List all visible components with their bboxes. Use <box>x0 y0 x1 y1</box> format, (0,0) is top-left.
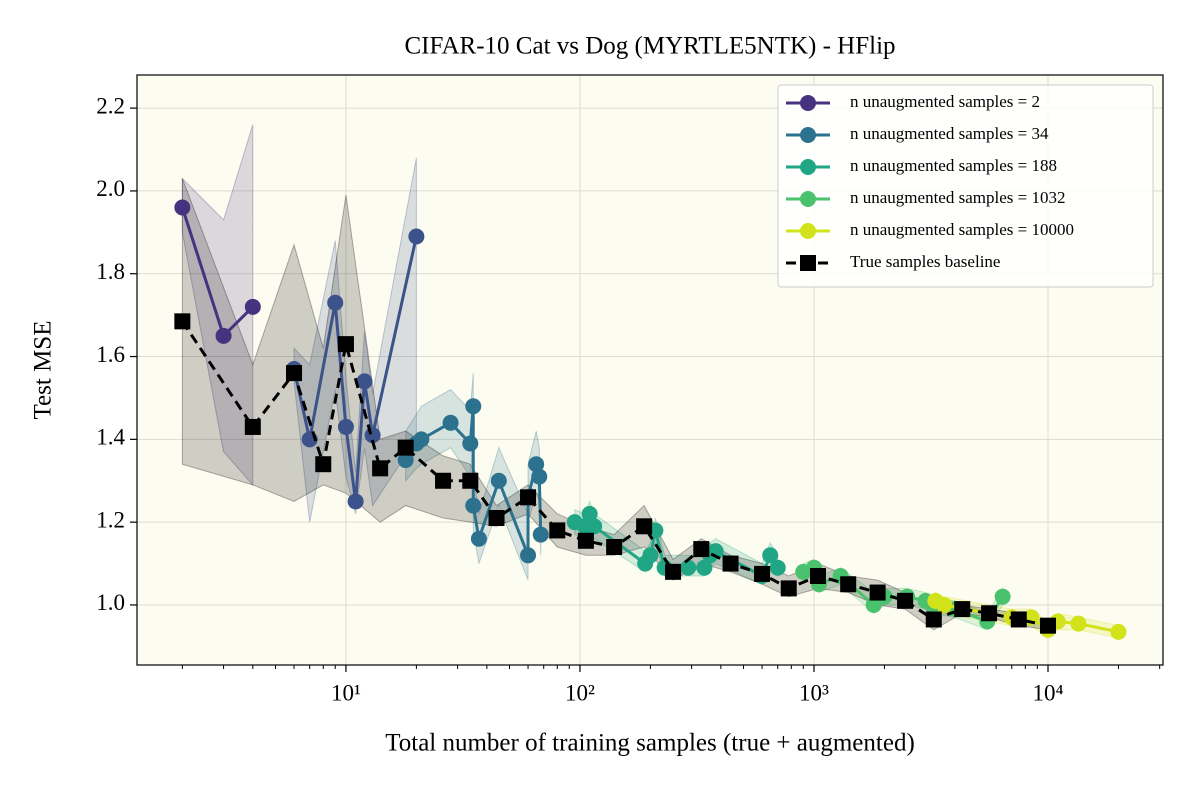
marker <box>680 559 697 576</box>
axes: 1.0 1.2 1.4 1.6 1.8 2.0 2.2 10¹ 10² 10³ 10⁴ <box>96 93 1161 705</box>
legend-label: n unaugmented samples = 10000 <box>850 220 1074 239</box>
marker <box>397 439 414 456</box>
legend-marker <box>800 95 816 111</box>
x-tick-label: 10³ <box>799 680 829 705</box>
marker <box>1040 617 1057 634</box>
marker <box>769 559 786 576</box>
marker <box>413 431 430 448</box>
legend-marker <box>800 223 816 239</box>
marker <box>642 547 659 564</box>
marker <box>215 327 232 344</box>
y-tick-label: 1.0 <box>96 590 125 615</box>
x-tick-label: 10¹ <box>331 680 361 705</box>
series-line <box>292 236 418 502</box>
marker <box>327 294 344 311</box>
marker <box>531 468 548 485</box>
legend-label: n unaugmented samples = 1032 <box>850 188 1065 207</box>
marker <box>462 472 479 489</box>
marker <box>606 539 623 555</box>
marker <box>840 576 857 593</box>
marker <box>780 580 797 597</box>
marker <box>809 567 826 584</box>
marker <box>244 298 261 315</box>
marker <box>954 601 971 618</box>
marker <box>586 518 603 535</box>
marker <box>665 563 682 580</box>
marker <box>465 497 482 514</box>
marker <box>337 336 354 353</box>
x-tick-label: 10⁴ <box>1032 680 1063 705</box>
marker <box>462 435 479 452</box>
y-tick-label: 1.4 <box>96 425 125 450</box>
marker <box>762 547 779 564</box>
error-band <box>181 124 254 487</box>
y-axis-label: Test MSE <box>30 321 57 420</box>
marker <box>337 418 354 435</box>
marker <box>754 565 771 582</box>
y-tick-label: 1.8 <box>96 259 125 284</box>
marker <box>528 456 545 473</box>
legend: n unaugmented samples = 2 n unaugmented s… <box>777 84 1154 288</box>
marker <box>693 541 710 558</box>
marker <box>465 398 482 415</box>
legend-marker <box>800 191 816 207</box>
marker <box>356 373 373 390</box>
marker <box>1110 623 1127 640</box>
marker <box>372 460 389 477</box>
y-tick-label: 1.2 <box>96 507 125 532</box>
marker <box>936 596 953 613</box>
y-tick-label: 2.0 <box>96 176 125 201</box>
marker <box>174 199 191 216</box>
marker <box>488 510 505 527</box>
marker <box>470 530 487 547</box>
legend-marker <box>800 159 816 175</box>
marker <box>636 518 653 535</box>
marker <box>442 414 459 431</box>
chart-title: CIFAR-10 Cat vs Dog (MYRTLE5NTK) - HFlip <box>404 33 895 60</box>
marker <box>520 489 537 506</box>
marker <box>549 522 566 539</box>
marker <box>408 228 425 245</box>
x-axis-label: Total number of training samples (true +… <box>385 730 915 757</box>
marker <box>869 584 886 601</box>
marker <box>722 555 739 572</box>
marker <box>174 313 191 330</box>
x-tick-label: 10² <box>565 680 595 705</box>
marker <box>397 452 414 469</box>
legend-marker <box>800 255 816 271</box>
marker <box>315 456 332 473</box>
marker <box>1070 615 1087 632</box>
y-tick-label: 2.2 <box>96 93 125 118</box>
marker <box>981 605 998 622</box>
marker <box>532 526 549 543</box>
lines <box>174 199 1127 640</box>
y-tick-label: 1.6 <box>96 342 125 367</box>
marker <box>347 493 364 510</box>
marker <box>925 611 942 628</box>
marker <box>520 547 537 564</box>
legend-label: n unaugmented samples = 34 <box>850 124 1049 143</box>
marker <box>696 559 713 576</box>
marker <box>490 472 507 489</box>
marker <box>244 418 261 435</box>
marker <box>897 592 914 609</box>
marker <box>577 532 594 549</box>
series-line <box>181 320 1049 628</box>
legend-label: n unaugmented samples = 188 <box>850 156 1057 175</box>
marker <box>994 588 1011 605</box>
marker <box>1010 611 1027 628</box>
legend-box <box>777 84 1154 288</box>
marker <box>286 365 303 382</box>
legend-label: True samples baseline <box>850 252 1000 271</box>
legend-marker <box>800 127 816 143</box>
marker <box>435 472 452 489</box>
error-band <box>405 373 542 581</box>
marker <box>581 505 598 522</box>
legend-label: n unaugmented samples = 2 <box>850 92 1040 111</box>
